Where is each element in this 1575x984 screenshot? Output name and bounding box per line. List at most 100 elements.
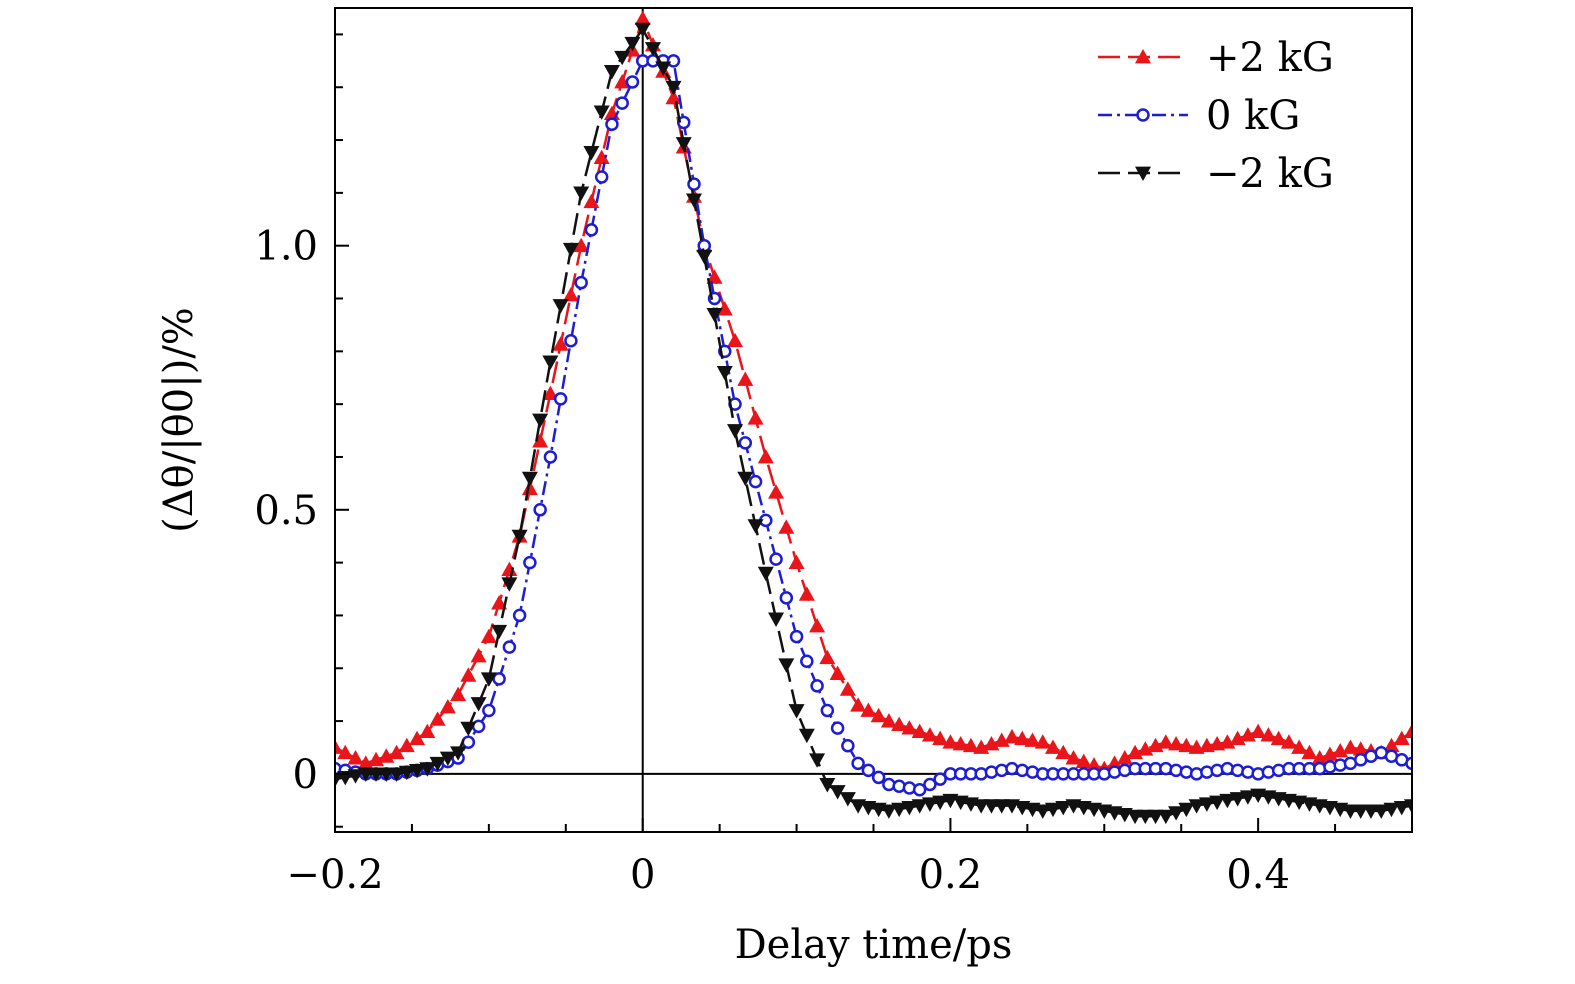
data-point <box>1178 737 1195 753</box>
data-point <box>593 149 610 165</box>
data-point <box>839 792 856 807</box>
data-point <box>911 723 928 739</box>
data-point <box>768 612 785 627</box>
data-point <box>644 42 661 57</box>
x-axis-title: Delay time/ps <box>735 922 1013 968</box>
data-point <box>911 799 928 814</box>
data-point <box>1352 804 1369 819</box>
data-point <box>789 629 804 644</box>
data-point <box>615 96 629 110</box>
data-point <box>480 672 497 687</box>
data-point <box>810 679 824 693</box>
data-point <box>820 703 835 718</box>
data-point <box>1383 802 1400 818</box>
data-point <box>562 242 579 258</box>
data-point <box>768 484 785 499</box>
data-point <box>512 608 527 623</box>
data-point <box>870 707 887 723</box>
data-point <box>1116 750 1133 765</box>
data-point <box>532 433 549 448</box>
data-point <box>593 105 610 120</box>
data-point <box>614 73 631 89</box>
data-point <box>665 89 682 105</box>
data-point <box>521 471 538 487</box>
data-point <box>696 249 713 265</box>
data-point <box>562 286 579 302</box>
data-point <box>388 767 405 782</box>
data-point <box>605 117 619 131</box>
data-point <box>1291 739 1308 754</box>
legend-label: −2 kG <box>1206 151 1334 197</box>
legend-marker <box>1135 49 1151 64</box>
data-point <box>480 628 497 643</box>
legend: +2 kG 0 kG −2 kG <box>1098 35 1334 197</box>
data-point <box>880 804 897 819</box>
data-point <box>470 647 487 663</box>
data-point <box>706 269 723 284</box>
data-point <box>860 702 877 717</box>
data-point <box>614 50 631 66</box>
data-point <box>1137 809 1154 825</box>
data-point <box>624 36 641 52</box>
data-point <box>625 75 640 89</box>
data-point <box>1405 756 1412 771</box>
data-point <box>491 624 508 640</box>
data-point <box>757 566 774 582</box>
data-point <box>973 799 990 814</box>
data-point <box>1147 809 1164 825</box>
data-point <box>574 275 588 290</box>
data-point <box>861 763 876 778</box>
data-point <box>584 223 599 237</box>
data-point <box>634 22 651 38</box>
legend-marker <box>1135 166 1151 181</box>
data-point <box>1352 741 1369 756</box>
data-point <box>921 727 938 742</box>
data-point <box>1404 799 1412 814</box>
data-point <box>880 713 897 728</box>
data-point <box>398 737 415 753</box>
data-point <box>676 115 691 130</box>
data-point <box>1034 804 1051 819</box>
data-point <box>675 137 692 152</box>
data-point <box>583 145 600 161</box>
data-point <box>542 355 559 370</box>
data-point <box>778 519 795 534</box>
data-point <box>1301 744 1318 760</box>
legend-label: 0 kG <box>1206 93 1300 139</box>
data-point <box>533 503 547 517</box>
data-point <box>779 591 794 605</box>
data-point <box>1168 806 1185 821</box>
data-point <box>573 186 590 201</box>
data-point <box>809 753 826 768</box>
data-point <box>778 658 795 673</box>
data-point <box>727 424 744 439</box>
data-point <box>388 744 405 760</box>
data-point <box>983 799 1000 814</box>
data-point <box>748 474 763 489</box>
data-point <box>603 64 620 80</box>
data-point <box>850 697 867 712</box>
data-point <box>942 734 959 749</box>
data-point <box>829 665 846 680</box>
data-point <box>378 767 395 782</box>
x-tick-label: 0 <box>630 852 655 898</box>
data-point <box>727 332 744 348</box>
data-point <box>419 723 436 739</box>
data-point <box>737 371 754 386</box>
data-point <box>747 519 764 534</box>
data-point <box>450 686 467 702</box>
data-point <box>552 299 569 314</box>
data-point <box>798 586 815 601</box>
data-point <box>491 595 508 610</box>
data-point <box>1106 755 1123 770</box>
data-point <box>347 750 364 765</box>
data-point <box>553 392 568 406</box>
data-point <box>1157 734 1174 749</box>
data-point <box>564 334 578 348</box>
y-axis-title: (Δθ/|θ0|)/% <box>156 307 202 533</box>
data-point <box>461 735 476 749</box>
data-point <box>655 61 672 76</box>
data-point <box>788 704 805 719</box>
data-point <box>583 193 600 209</box>
data-point <box>1209 795 1226 811</box>
